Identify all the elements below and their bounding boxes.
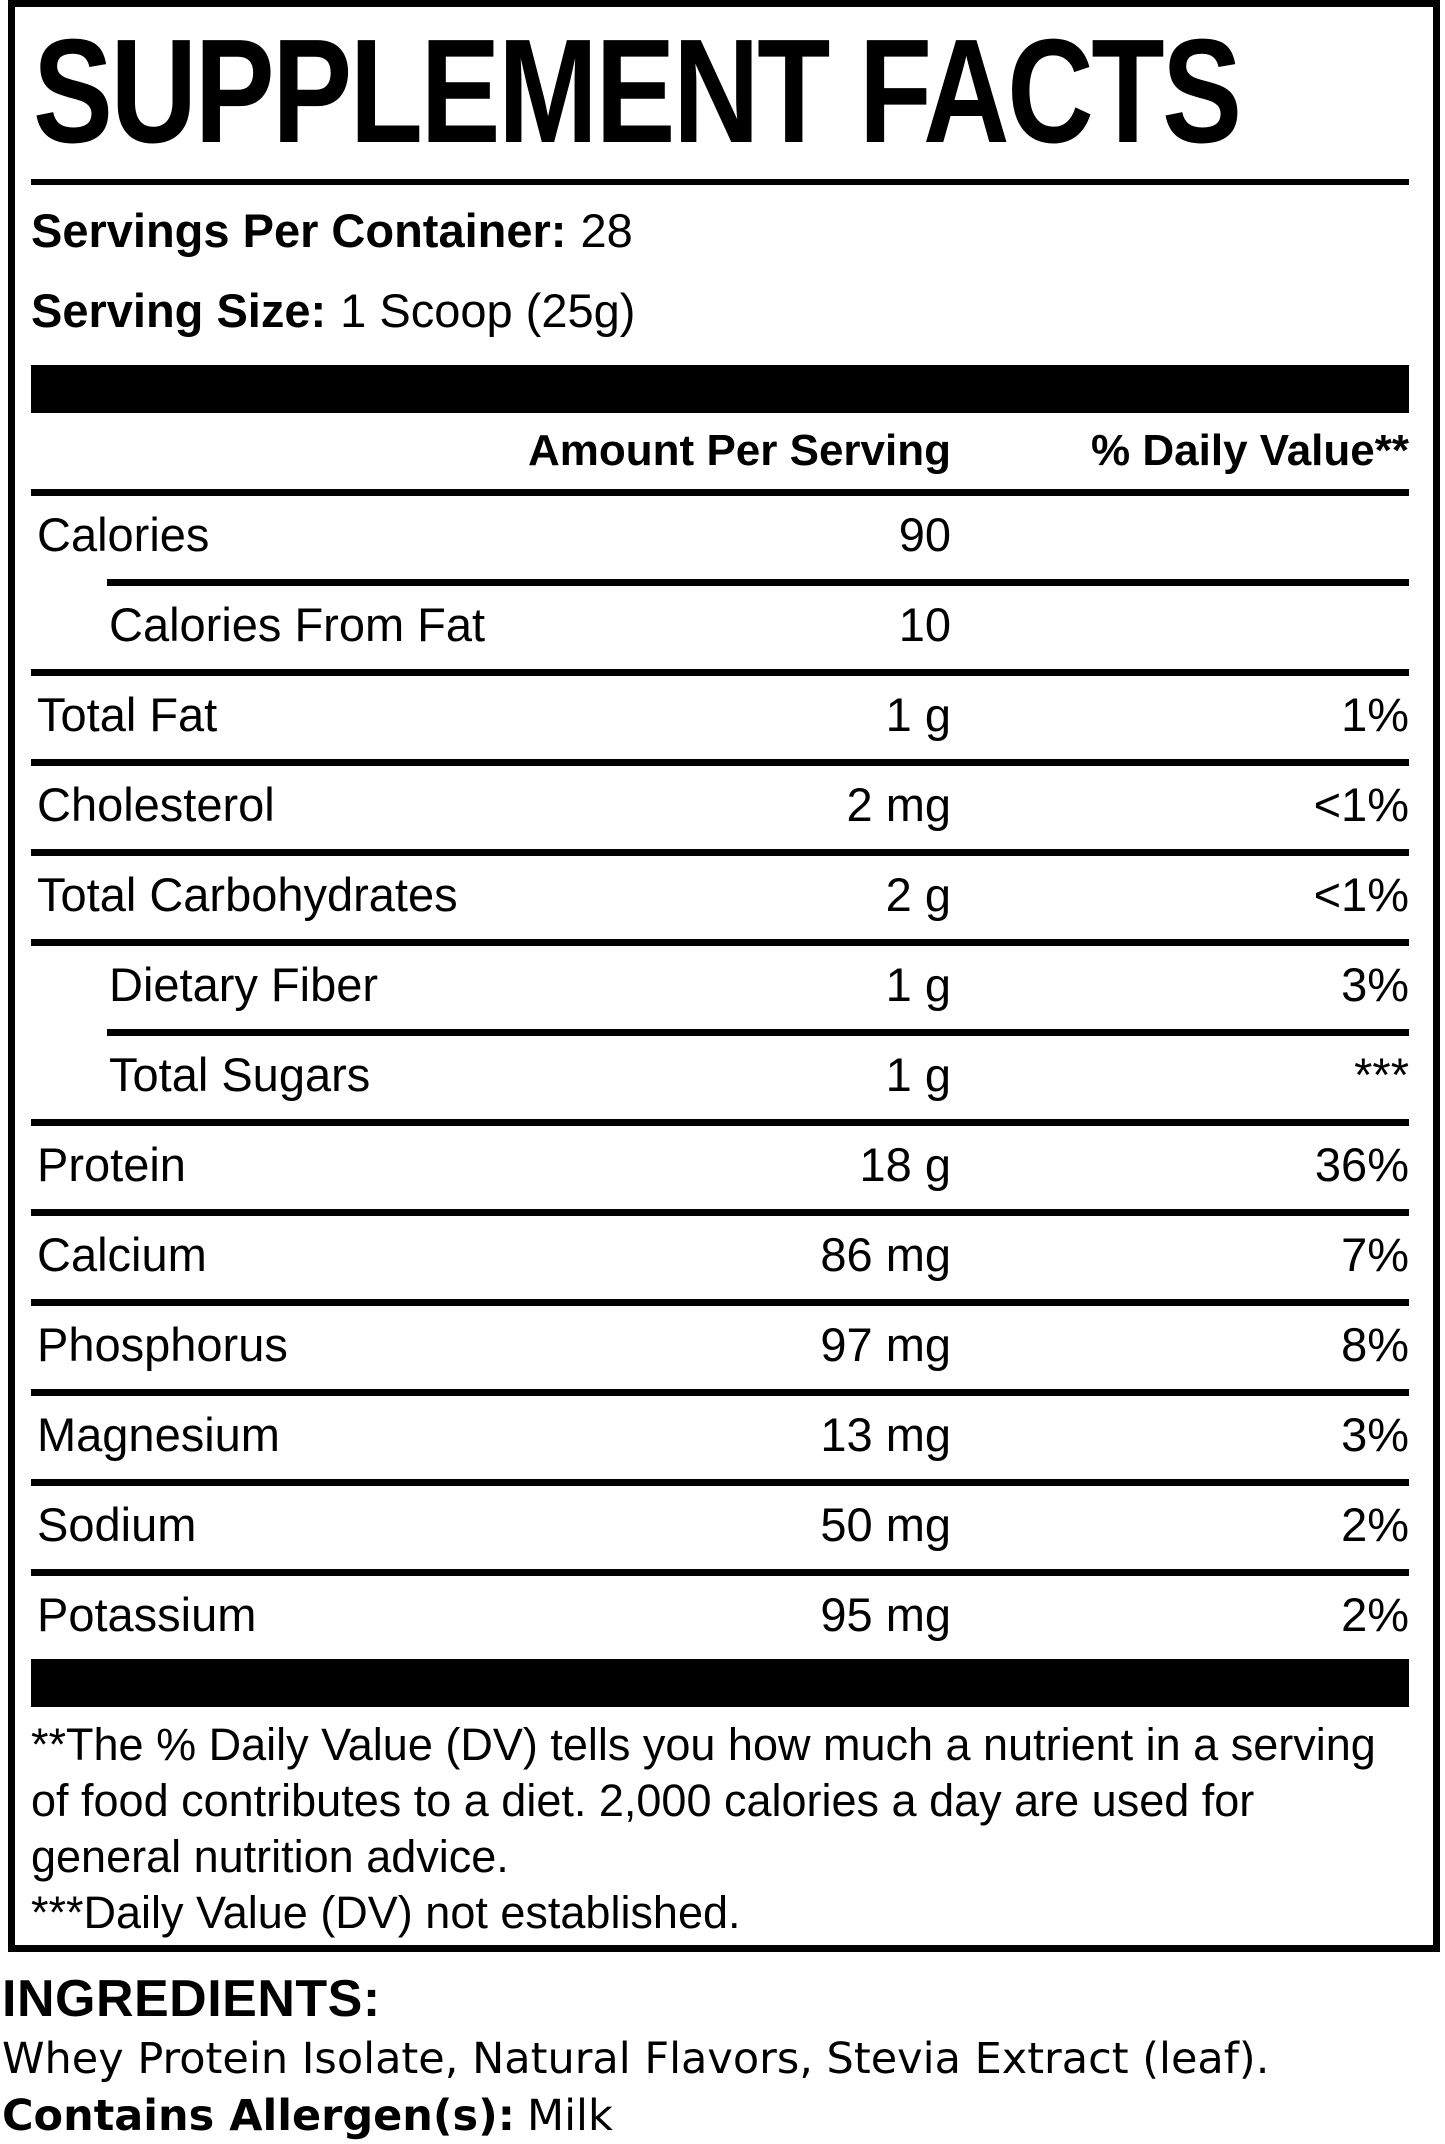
nutrient-name: Total Sugars xyxy=(109,1047,371,1101)
separator-bar-bottom xyxy=(31,1659,1409,1707)
serving-size-value: 1 Scoop (25g) xyxy=(340,284,636,337)
nutrient-daily-value: <1% xyxy=(1313,867,1409,921)
row-divider xyxy=(31,489,1409,496)
servings-per-container-line: Servings Per Container: 28 xyxy=(31,191,1409,271)
table-row: Protein 18 g 36% xyxy=(31,1119,1409,1209)
allergen-value: Milk xyxy=(526,2091,613,2141)
nutrient-amount: 90 xyxy=(898,507,951,561)
nutrient-daily-value: 3% xyxy=(1341,957,1409,1011)
serving-size-label: Serving Size: xyxy=(31,284,327,337)
nutrient-name: Cholesterol xyxy=(37,777,275,831)
panel-title: SUPPLEMENT FACTS xyxy=(33,9,1242,174)
nutrient-name: Total Fat xyxy=(37,687,218,741)
facts-rows: Calories 90 Calories From Fat 10 Total F… xyxy=(31,489,1409,1659)
nutrient-daily-value: 3% xyxy=(1341,1407,1409,1461)
serving-size-line: Serving Size: 1 Scoop (25g) xyxy=(31,271,1409,351)
table-row: Cholesterol 2 mg <1% xyxy=(31,759,1409,849)
table-row: Calories 90 xyxy=(31,489,1409,579)
nutrient-amount: 50 mg xyxy=(820,1497,951,1551)
table-row: Calories From Fat 10 xyxy=(31,579,1409,669)
row-divider xyxy=(31,1389,1409,1396)
ingredients-heading: INGREDIENTS: xyxy=(2,1970,381,2028)
allergen-label: Contains Allergen(s): xyxy=(2,2091,515,2141)
dv-not-established-footnote: ***Daily Value (DV) not established. xyxy=(31,1887,741,1938)
row-divider xyxy=(31,1479,1409,1486)
nutrient-daily-value: 1% xyxy=(1341,687,1409,741)
row-divider xyxy=(31,1299,1409,1306)
servings-per-container-label: Servings Per Container: xyxy=(31,204,567,257)
daily-value-footnote: **The % Daily Value (DV) tells you how m… xyxy=(31,1719,1376,1882)
table-row: Dietary Fiber 1 g 3% xyxy=(31,939,1409,1029)
nutrient-amount: 18 g xyxy=(859,1137,951,1191)
nutrient-amount: 1 g xyxy=(885,957,951,1011)
nutrient-amount: 2 g xyxy=(885,867,951,921)
row-divider xyxy=(107,579,1409,586)
nutrient-amount: 97 mg xyxy=(820,1317,951,1371)
row-divider xyxy=(31,669,1409,676)
nutrient-name: Total Carbohydrates xyxy=(37,867,458,921)
nutrient-daily-value: <1% xyxy=(1313,777,1409,831)
nutrient-daily-value: 36% xyxy=(1314,1137,1409,1191)
nutrient-name: Protein xyxy=(37,1137,186,1191)
nutrient-name: Dietary Fiber xyxy=(109,957,379,1011)
separator-bar-top xyxy=(31,365,1409,413)
nutrient-name: Calories From Fat xyxy=(109,597,486,651)
allergen-line: Contains Allergen(s): Milk xyxy=(2,2088,1442,2144)
table-row: Total Sugars 1 g *** xyxy=(31,1029,1409,1119)
table-row: Total Carbohydrates 2 g <1% xyxy=(31,849,1409,939)
nutrient-name: Sodium xyxy=(37,1497,197,1551)
column-header-daily-value: % Daily Value** xyxy=(1091,426,1409,475)
row-divider xyxy=(31,849,1409,856)
servings-per-container-value: 28 xyxy=(580,204,633,257)
row-divider xyxy=(31,939,1409,946)
table-row: Magnesium 13 mg 3% xyxy=(31,1389,1409,1479)
nutrient-name: Magnesium xyxy=(37,1407,280,1461)
nutrient-amount: 1 g xyxy=(885,1047,951,1101)
nutrient-amount: 1 g xyxy=(885,687,951,741)
nutrient-name: Potassium xyxy=(37,1587,257,1641)
nutrient-amount: 13 mg xyxy=(820,1407,951,1461)
row-divider xyxy=(31,1119,1409,1126)
nutrient-daily-value: 2% xyxy=(1341,1497,1409,1551)
row-divider xyxy=(31,1209,1409,1216)
table-row: Calcium 86 mg 7% xyxy=(31,1209,1409,1299)
nutrient-daily-value: 8% xyxy=(1341,1317,1409,1371)
ingredients-section: INGREDIENTS: Whey Protein Isolate, Natur… xyxy=(2,1968,1442,2144)
nutrient-daily-value: 7% xyxy=(1341,1227,1409,1281)
supplement-facts-panel: SUPPLEMENT FACTS Servings Per Container:… xyxy=(8,0,1440,1952)
table-header-row: Amount Per Serving % Daily Value** xyxy=(31,413,1409,489)
nutrient-amount: 86 mg xyxy=(820,1227,951,1281)
nutrient-amount: 95 mg xyxy=(820,1587,951,1641)
title-divider xyxy=(31,179,1409,185)
row-divider xyxy=(31,1569,1409,1576)
nutrient-name: Calories xyxy=(37,507,210,561)
nutrient-daily-value: *** xyxy=(1354,1047,1409,1101)
ingredients-list: Whey Protein Isolate, Natural Flavors, S… xyxy=(2,2034,1270,2084)
nutrient-name: Calcium xyxy=(37,1227,207,1281)
nutrient-name: Phosphorus xyxy=(37,1317,288,1371)
row-divider xyxy=(31,759,1409,766)
table-row: Potassium 95 mg 2% xyxy=(31,1569,1409,1659)
nutrient-daily-value: 2% xyxy=(1341,1587,1409,1641)
row-divider xyxy=(107,1029,1409,1036)
table-row: Sodium 50 mg 2% xyxy=(31,1479,1409,1569)
nutrient-amount: 10 xyxy=(898,597,951,651)
table-row: Total Fat 1 g 1% xyxy=(31,669,1409,759)
nutrient-amount: 2 mg xyxy=(846,777,952,831)
column-header-amount: Amount Per Serving xyxy=(528,426,951,475)
table-row: Phosphorus 97 mg 8% xyxy=(31,1299,1409,1389)
